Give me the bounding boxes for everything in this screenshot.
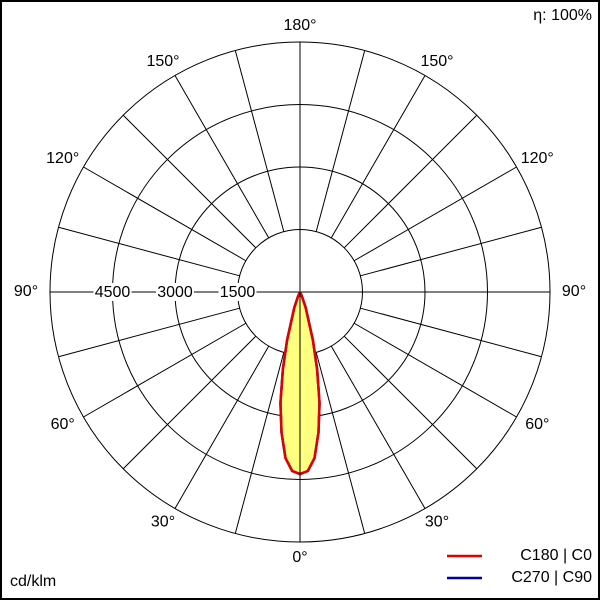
radial-grid-line	[343, 335, 478, 470]
radial-grid-line	[122, 335, 257, 470]
unit-label: cd/klm	[10, 573, 56, 590]
angle-label: 120°	[521, 150, 554, 167]
r-tick-label-bg	[156, 283, 194, 301]
radial-grid-line	[353, 166, 517, 262]
legend-label: C180 | C0	[520, 547, 592, 564]
radial-grid-line	[58, 226, 240, 277]
angle-label: 90°	[14, 283, 38, 300]
intensity-area	[280, 292, 300, 475]
angle-label: 120°	[46, 150, 79, 167]
radial-grid-line	[234, 50, 285, 232]
radial-grid-line	[330, 75, 426, 239]
angle-label: 30°	[425, 514, 449, 531]
angle-label: 150°	[146, 53, 179, 70]
radial-grid-line	[353, 322, 517, 418]
r-tick-label: 4500	[95, 284, 131, 301]
radial-grid-line	[315, 50, 366, 232]
efficiency-label: η: 100%	[533, 7, 592, 24]
radial-grid-line	[315, 352, 366, 534]
radial-grid-line	[174, 75, 270, 239]
r-tick-label-bg	[93, 283, 132, 301]
r-tick-label: 1500	[220, 284, 256, 301]
radial-grid-line	[122, 114, 257, 249]
radial-grid-line	[360, 226, 542, 277]
radial-grid-line	[234, 352, 285, 534]
radial-grid-line	[174, 345, 270, 509]
radial-grid-line	[83, 166, 247, 262]
r-tick-label-bg	[218, 283, 257, 301]
angle-label: 30°	[151, 514, 175, 531]
intensity-curve	[279, 291, 302, 476]
radial-grid-line	[343, 114, 478, 249]
angle-label: 60°	[525, 416, 549, 433]
intensity-area	[300, 292, 320, 475]
radial-grid-line	[58, 307, 240, 358]
angle-label: 90°	[562, 283, 586, 300]
intensity-curve	[298, 291, 321, 476]
angle-label: 180°	[283, 17, 316, 34]
angle-label: 60°	[51, 416, 75, 433]
radial-grid-line	[360, 307, 542, 358]
angle-label: 150°	[420, 53, 453, 70]
r-tick-label: 3000	[157, 284, 193, 301]
radial-grid-line	[83, 322, 247, 418]
radial-grid-line	[330, 345, 426, 509]
angle-label: 0°	[292, 549, 307, 566]
legend-label: C270 | C90	[511, 569, 592, 586]
